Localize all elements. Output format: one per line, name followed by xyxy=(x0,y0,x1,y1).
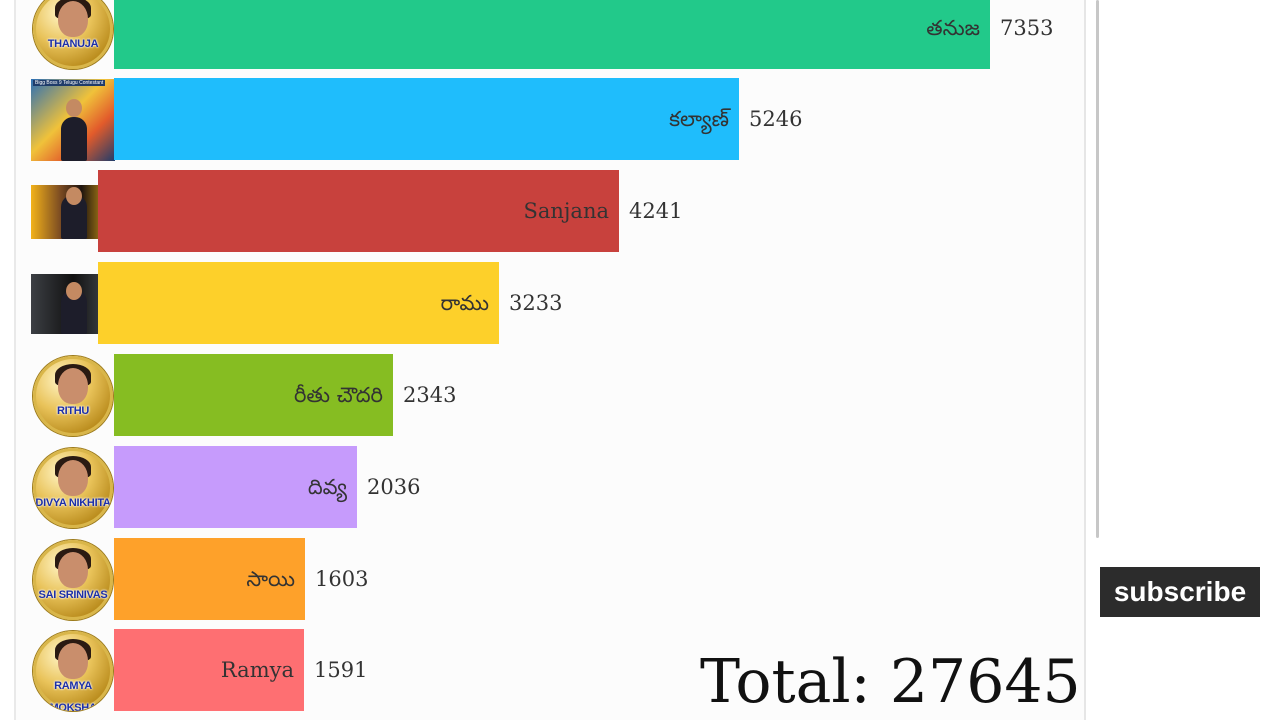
bar-row: RITHU రీతు చౌదరి 2343 xyxy=(0,354,1100,438)
contestant-ramya-avatar: RAMYA MOKSHA xyxy=(31,629,115,713)
photo-caption: Bigg Boss 9 Telugu Contestant xyxy=(33,80,106,86)
bar-row: రాము 3233 xyxy=(0,262,1100,346)
total-counter: Total: 27645 xyxy=(700,647,1081,717)
avatar-caption: DIVYA NIKHITA xyxy=(35,497,111,509)
bar-value: 7353 xyxy=(1000,16,1054,40)
bar: సాయి xyxy=(114,538,305,620)
bar: కల్యాణ్ xyxy=(114,78,739,160)
contestant-divya-avatar: DIVYA NIKHITA xyxy=(31,446,115,530)
avatar-caption: SAI SRINIVAS xyxy=(38,589,108,601)
bar: Sanjana xyxy=(98,170,619,252)
bar-row: DIVYA NIKHITA దివ్య 2036 xyxy=(0,446,1100,530)
bar-label: సాయి xyxy=(246,567,295,591)
bar-value: 5246 xyxy=(749,107,803,131)
bar-value: 1591 xyxy=(314,658,368,682)
bar-chart: THANUJA తనుజ 7353 Bigg Boss 9 Telugu Contes… xyxy=(0,0,1100,713)
bar-row: THANUJA తనుజ 7353 xyxy=(0,0,1100,71)
avatar-caption: RITHU xyxy=(56,405,90,417)
subscribe-button[interactable]: subscribe xyxy=(1100,567,1260,617)
bar-label: తనుజ xyxy=(926,16,980,40)
bar-label: రాము xyxy=(440,291,489,315)
scrollbar-thumb[interactable] xyxy=(1096,0,1099,538)
contestant-rithu-avatar: RITHU xyxy=(31,354,115,438)
bar-row: Bigg Boss 9 Telugu Contestant కల్యాణ్ 5246 xyxy=(0,78,1100,162)
avatar-caption: RAMYA MOKSHA xyxy=(49,680,97,711)
bar-label: రీతు చౌదరి xyxy=(293,383,383,407)
bar: Ramya xyxy=(114,629,304,711)
bar-label: Sanjana xyxy=(523,199,609,223)
bar: రీతు చౌదరి xyxy=(114,354,393,436)
contestant-thanuja-avatar: THANUJA xyxy=(31,0,115,71)
bar-value: 2343 xyxy=(403,383,457,407)
bar-value: 3233 xyxy=(509,291,563,315)
bar-row: Sanjana 4241 xyxy=(0,170,1100,254)
bar-label: Ramya xyxy=(220,658,294,682)
bar-label: దివ్య xyxy=(307,475,347,499)
bar: తనుజ xyxy=(114,0,990,69)
bar: దివ్య xyxy=(114,446,357,528)
bar-row: SAI SRINIVAS సాయి 1603 xyxy=(0,538,1100,622)
contestant-sai-avatar: SAI SRINIVAS xyxy=(31,538,115,622)
bar-value: 1603 xyxy=(315,567,369,591)
bar: రాము xyxy=(98,262,499,344)
bar-row: RAMYA MOKSHA Ramya 1591 xyxy=(0,629,1100,713)
avatar-caption: THANUJA xyxy=(47,38,99,50)
bar-value: 2036 xyxy=(367,475,421,499)
contestant-kalyan-photo: Bigg Boss 9 Telugu Contestant xyxy=(31,78,115,162)
bar-label: కల్యాణ్ xyxy=(669,107,729,131)
bar-value: 4241 xyxy=(629,199,683,223)
